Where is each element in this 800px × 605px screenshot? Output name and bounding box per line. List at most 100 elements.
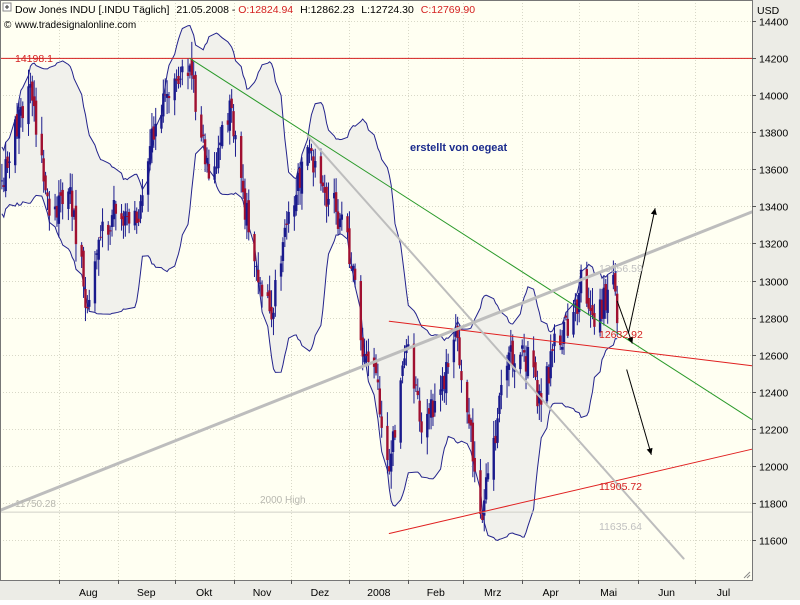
- candle-body: [479, 470, 482, 515]
- candle-body: [120, 213, 123, 220]
- candle-body: [190, 59, 193, 76]
- candle-body: [219, 142, 222, 146]
- candle-body: [471, 422, 475, 462]
- x-tick-label: Okt: [196, 587, 212, 599]
- candlesticks: [0, 41, 619, 532]
- candle-body: [615, 293, 619, 324]
- x-axis: Aug Sep Okt Nov Dez 2008 Feb Mrz Apr Mai Jun Jul: [59, 580, 730, 599]
- candle-body: [137, 218, 140, 223]
- candle-body: [310, 148, 313, 151]
- candle-body: [346, 216, 349, 233]
- trendline-grey-rising: [0, 210, 754, 512]
- candle-body: [124, 211, 127, 226]
- candle-body: [559, 335, 562, 346]
- x-tick-label: 2008: [367, 587, 391, 599]
- candle-body: [154, 123, 157, 137]
- candle-body: [606, 289, 609, 313]
- candle-body: [509, 345, 513, 352]
- candle-body: [393, 430, 397, 438]
- candle-body: [243, 188, 247, 220]
- y-tick-label: 13800: [759, 128, 788, 140]
- candle-body: [401, 365, 404, 376]
- candle-body: [234, 135, 237, 140]
- candle-body: [42, 158, 45, 182]
- candle-body: [465, 381, 469, 413]
- candle-body: [403, 358, 406, 366]
- candle-body: [519, 354, 522, 370]
- candle-body: [598, 299, 602, 333]
- forecast-arrow-head: [650, 208, 657, 216]
- candle-body: [48, 198, 51, 216]
- y-tick-label: 12600: [759, 351, 788, 363]
- candle-body: [17, 109, 21, 139]
- candle-body: [549, 351, 552, 379]
- candle-body: [498, 395, 501, 415]
- candle-body: [53, 206, 57, 210]
- candle-body: [203, 139, 207, 165]
- x-tick-label: Apr: [543, 587, 560, 599]
- candle-body: [107, 224, 110, 235]
- trendline-red-upper: [388, 320, 753, 367]
- candle-body: [213, 166, 216, 180]
- candle-body: [266, 292, 269, 297]
- candle-body: [353, 268, 357, 280]
- candle-body: [456, 325, 459, 338]
- candle-body: [247, 200, 250, 233]
- candle-body: [80, 244, 83, 257]
- candle-body: [338, 218, 342, 228]
- candle-body: [298, 168, 302, 188]
- candle-body: [296, 172, 300, 191]
- candle-body: [359, 281, 363, 341]
- y-tick-label: 11600: [759, 536, 788, 548]
- candle-body: [600, 299, 604, 319]
- candle-body: [564, 315, 568, 318]
- candle-body: [108, 230, 112, 232]
- y-tick-label: 13200: [759, 239, 788, 251]
- resize-grip-icon[interactable]: [743, 571, 751, 579]
- candle-body: [486, 473, 490, 480]
- candle-body: [521, 345, 524, 349]
- candle-body: [84, 289, 87, 308]
- candle-body: [427, 408, 431, 414]
- trendline-red-lower: [388, 448, 753, 535]
- candle-body: [215, 167, 218, 169]
- open-label: O:12824.94: [238, 4, 293, 16]
- candle-body: [279, 263, 283, 277]
- candle-body: [126, 216, 129, 218]
- candle-body: [200, 114, 203, 138]
- candle-body: [86, 307, 89, 309]
- candle-body: [334, 192, 338, 212]
- candle-body: [407, 344, 410, 347]
- candle-body: [274, 280, 277, 307]
- plot-frame: [0, 0, 753, 581]
- candle-body: [40, 133, 43, 156]
- candle-body: [496, 418, 499, 443]
- candle-body: [414, 384, 418, 386]
- candle-body: [454, 328, 457, 337]
- candle-body: [150, 128, 154, 153]
- candle-body: [524, 356, 528, 372]
- candle-body: [388, 466, 391, 472]
- candle-body: [141, 195, 144, 206]
- forecast-arrow-shaft: [616, 300, 633, 344]
- level-label-11750: 11750.28: [15, 499, 56, 510]
- candle-body: [446, 363, 450, 368]
- candle-body: [551, 349, 554, 351]
- candle-body: [146, 161, 150, 195]
- candle-body: [232, 111, 235, 137]
- y-tick-label: 12400: [759, 388, 788, 400]
- candle-body: [585, 269, 588, 304]
- candle-body: [177, 75, 180, 85]
- candle-body: [352, 265, 355, 271]
- candle-body: [69, 187, 72, 195]
- candle-body: [469, 419, 473, 426]
- candle-body: [226, 120, 230, 125]
- forecast-arrow-head: [646, 447, 653, 455]
- close-label: C:12769.90: [421, 4, 475, 16]
- candle-body: [441, 376, 444, 392]
- instrument-label: Dow Jones INDU [.INDU Täglich]: [15, 4, 170, 16]
- candle-body: [333, 192, 336, 199]
- candle-body: [327, 198, 330, 205]
